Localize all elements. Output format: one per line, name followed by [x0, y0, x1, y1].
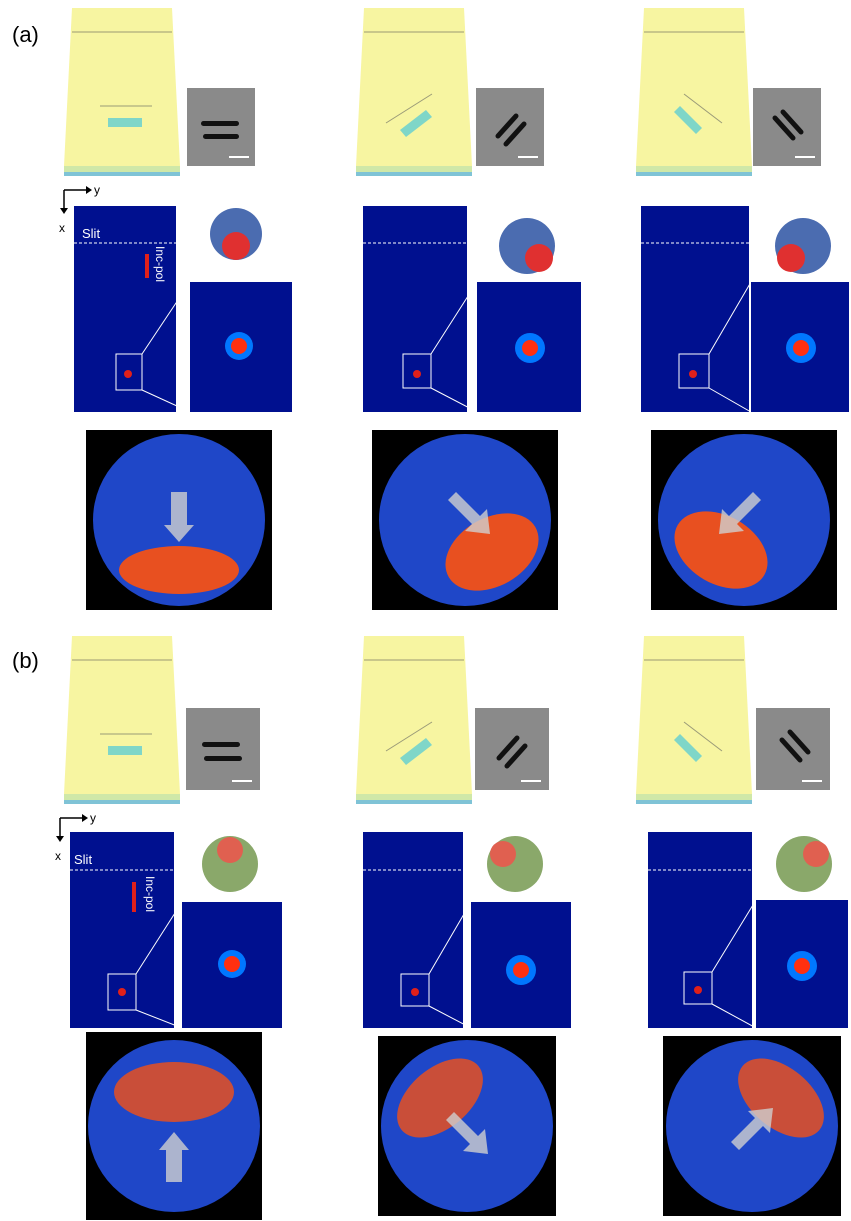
panel-label-b: (b) — [12, 648, 39, 673]
farfield-image-a3 — [651, 430, 837, 610]
nearfield-simulation-b1: x y Slit Inc-pol — [55, 814, 282, 1028]
nearfield-simulation-a3 — [641, 206, 849, 412]
sem-image-a2 — [476, 88, 544, 166]
device-schematic-b3 — [636, 636, 752, 804]
axis-y-label-b: y — [90, 814, 96, 825]
sem-image-a3 — [753, 88, 821, 166]
farfield-image-b3 — [663, 1036, 841, 1216]
device-schematic-a3 — [636, 8, 752, 176]
slit-label: Slit — [82, 226, 100, 241]
sem-image-b3 — [756, 708, 830, 790]
nearfield-simulation-b3 — [648, 832, 848, 1028]
inc-pol-label: Inc-pol — [153, 246, 167, 282]
axis-y-label: y — [94, 186, 100, 197]
sem-image-b2 — [475, 708, 549, 790]
nearfield-simulation-b2 — [363, 832, 571, 1028]
slit-label-b: Slit — [74, 852, 92, 867]
device-schematic-a2 — [356, 8, 472, 176]
device-schematic-a1 — [64, 8, 180, 176]
sem-image-b1 — [186, 708, 260, 790]
farfield-image-a2 — [372, 430, 558, 610]
farfield-image-b1 — [86, 1032, 262, 1220]
nearfield-simulation-a1: x y Slit Inc-pol — [59, 186, 292, 412]
sem-image-a1 — [187, 88, 255, 166]
axis-x-label: x — [59, 221, 65, 235]
farfield-image-b2 — [378, 1036, 556, 1216]
device-schematic-b2 — [356, 636, 472, 804]
axis-x-label-b: x — [55, 849, 61, 863]
device-schematic-b1 — [64, 636, 180, 804]
nearfield-simulation-a2 — [363, 206, 581, 412]
panel-label-a: (a) — [12, 22, 39, 47]
inc-pol-label-b: Inc-pol — [143, 876, 157, 912]
farfield-image-a1 — [86, 430, 272, 610]
